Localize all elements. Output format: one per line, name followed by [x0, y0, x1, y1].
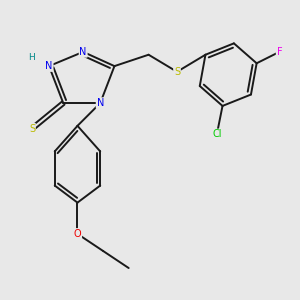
Text: N: N: [45, 61, 53, 71]
Text: N: N: [80, 47, 87, 57]
Text: H: H: [28, 53, 35, 62]
Text: S: S: [29, 124, 35, 134]
Text: O: O: [74, 229, 81, 239]
Text: S: S: [174, 67, 180, 77]
Text: F: F: [277, 47, 282, 57]
Text: Cl: Cl: [212, 129, 222, 140]
Text: N: N: [97, 98, 104, 108]
